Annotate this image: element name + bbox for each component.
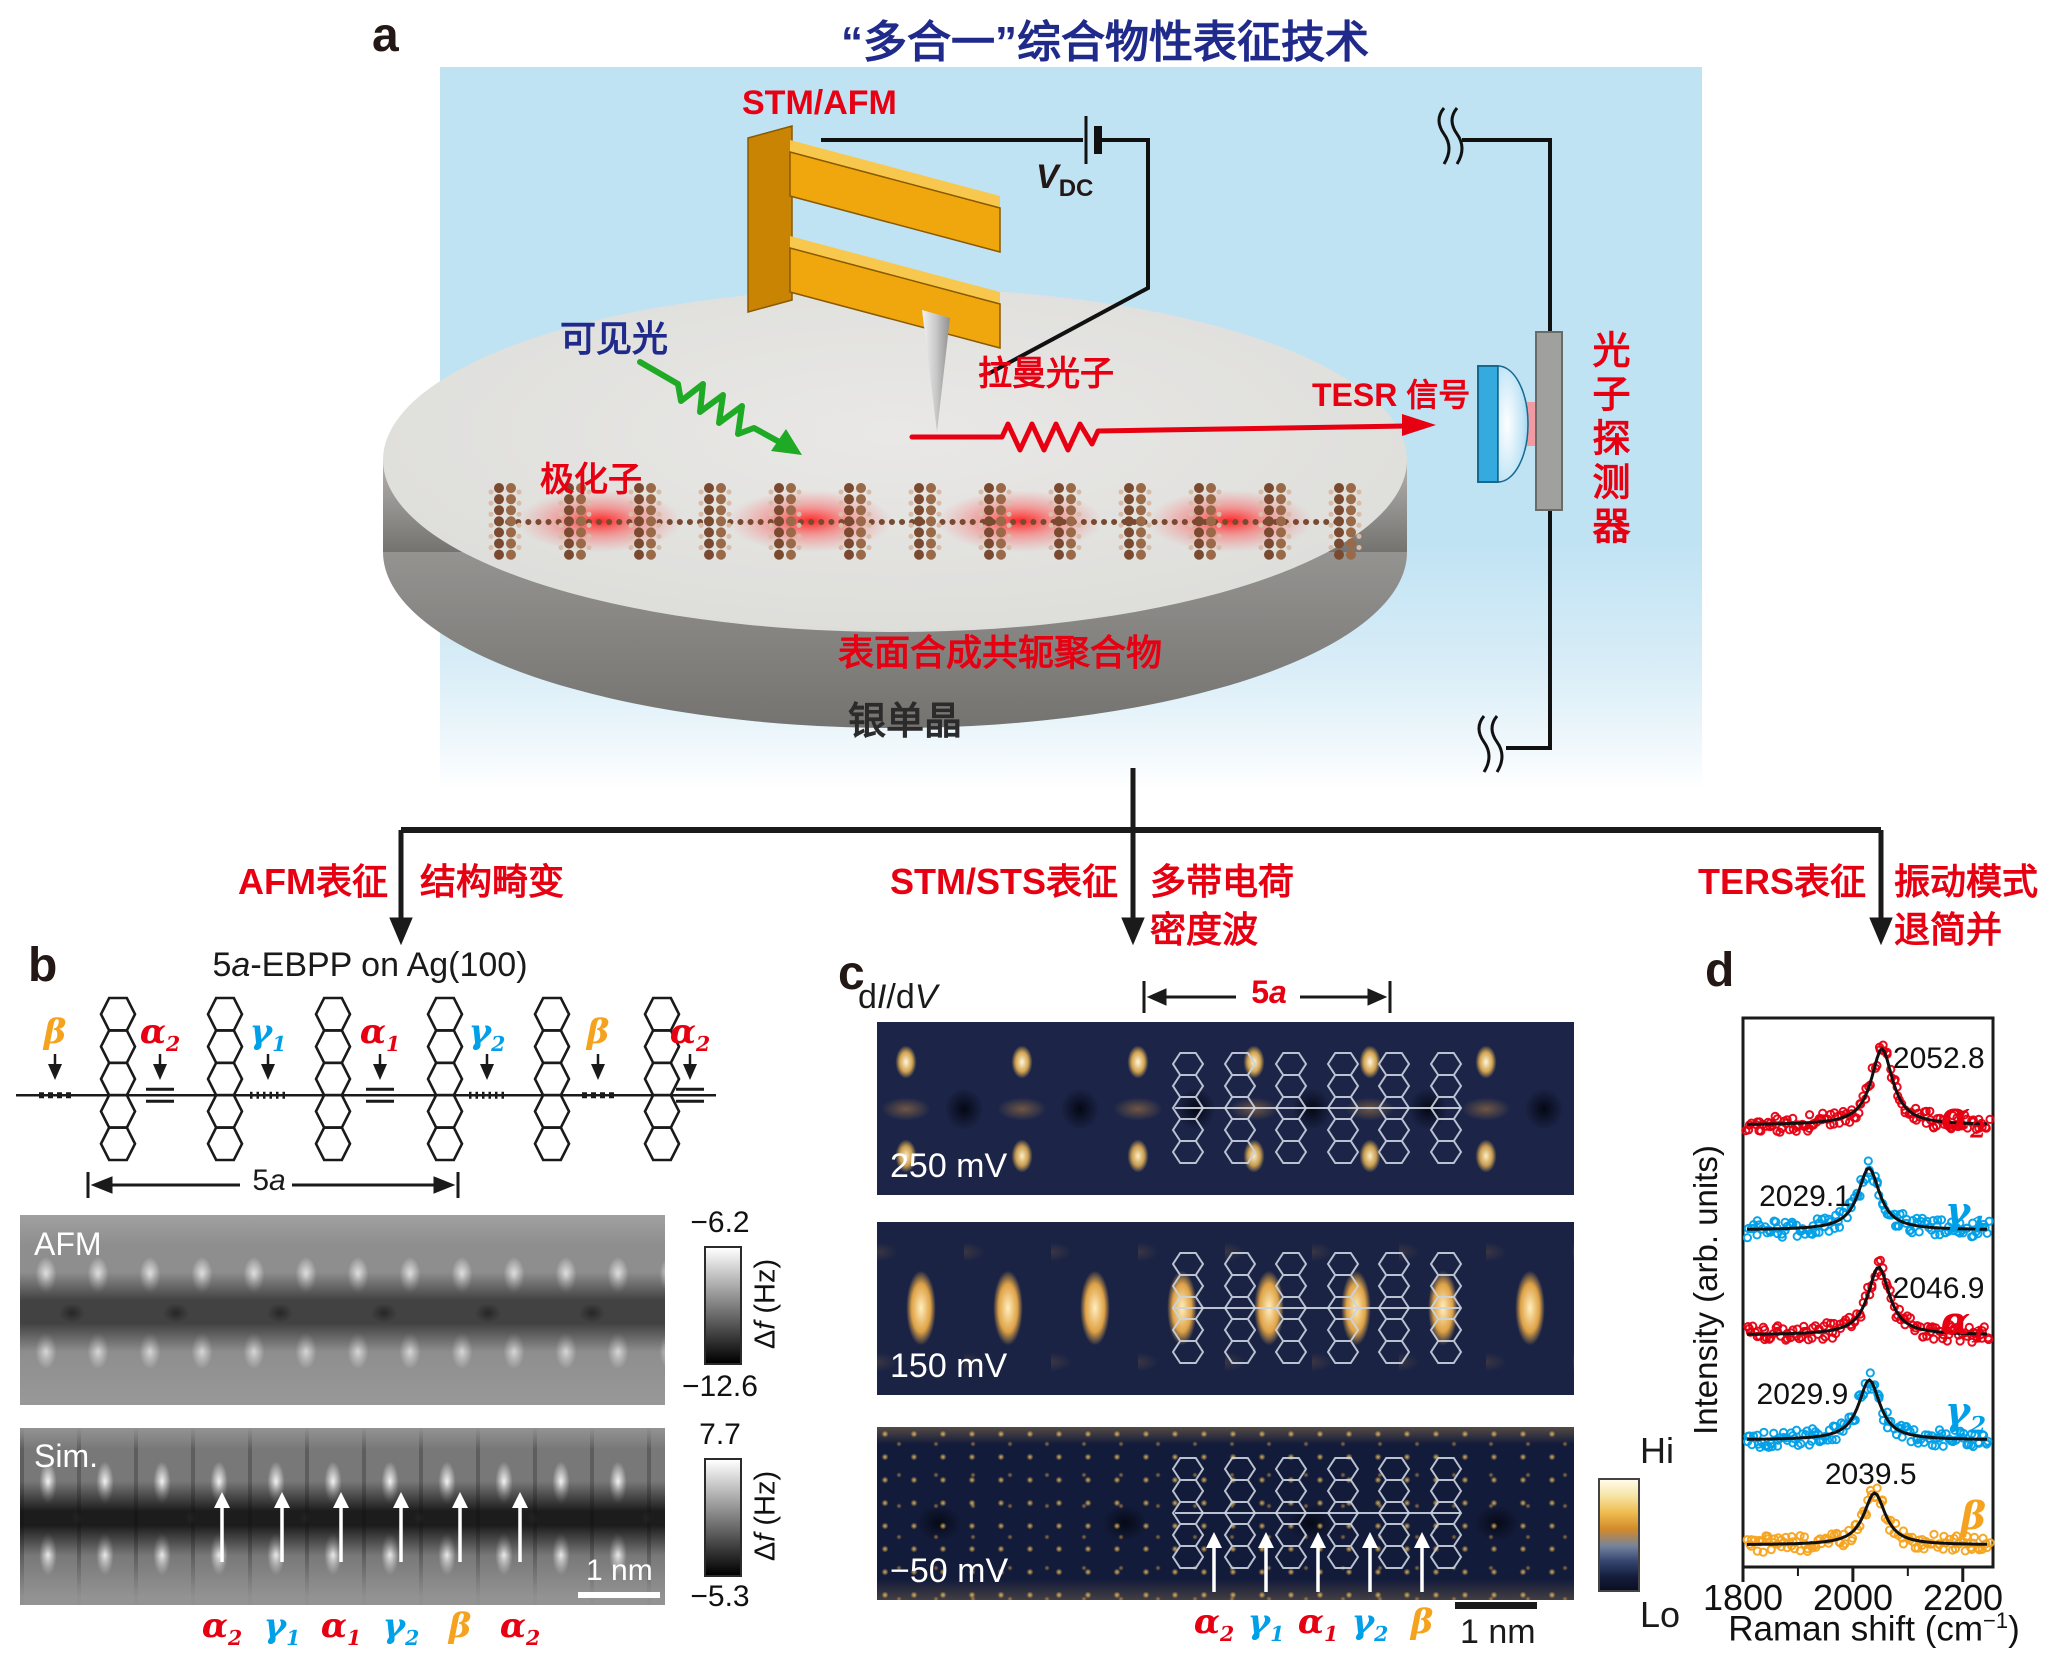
sim-label-γ2: γ2 (382, 1606, 420, 1650)
afm-colorbar-max: −6.2 (690, 1206, 750, 1239)
bond-label-α1: α1 (359, 1012, 401, 1056)
lorentzian-fit-gamma2 (1747, 1378, 1988, 1441)
afm-simulated-image (20, 1428, 665, 1605)
sim-colorbar (704, 1458, 742, 1577)
bond-label-α2: α2 (139, 1012, 181, 1056)
photon-detector-label: 光子探测器 (1586, 330, 1628, 550)
sim-label-β: β (448, 1606, 472, 1646)
branch-stm-result-1: 多带电荷 (1150, 861, 1295, 902)
bond-label-γ1: γ1 (249, 1012, 287, 1056)
bond-label-β: β (43, 1012, 67, 1052)
mode-label-gamma2: γ2 (1945, 1388, 1986, 1439)
figure-title: “多合一”综合物性表征技术 (841, 18, 1369, 67)
peak-value-beta: 2039.5 (1824, 1458, 1917, 1491)
didv-colorbar (1598, 1478, 1640, 1592)
acene-column (99, 996, 137, 1162)
branch-afm-method: AFM表征 (238, 861, 388, 902)
peak-value-gamma1: 2029.1 (1759, 1180, 1851, 1213)
lorentzian-fit-gamma1 (1747, 1166, 1988, 1231)
spectrum-beta (1742, 1483, 1995, 1557)
scalebar-label-c: 1 nm (1460, 1613, 1536, 1651)
branch-stm-method: STM/STS表征 (889, 861, 1118, 902)
panel-label-b: b (28, 939, 58, 992)
peak-value-alpha2: 2052.8 (1892, 1042, 1985, 1075)
map-label-β: β (1410, 1602, 1434, 1642)
branch-ters-result-1: 振动模式 (1894, 861, 2039, 902)
scalebar-c (1455, 1602, 1537, 1609)
sim-colorbar-min: −5.3 (690, 1580, 750, 1613)
panel-label-d: d (1705, 944, 1735, 997)
polaron-label: 极化子 (540, 461, 642, 499)
unit-cell-label-c: 5a (1251, 974, 1287, 1010)
vdc-subscript: DC (1058, 174, 1094, 202)
map-label-γ2: γ2 (1351, 1602, 1389, 1646)
acene-column (533, 996, 571, 1162)
afm-tag: AFM (34, 1226, 102, 1262)
peak-value-alpha1: 2046.9 (1892, 1272, 1985, 1305)
mode-label-alpha2: α2 (1940, 1093, 1986, 1144)
sim-label-α2: α2 (499, 1606, 541, 1650)
raman-photon-label: 拉曼光子 (978, 355, 1114, 393)
acene-column (206, 996, 244, 1162)
acene-column (314, 996, 352, 1162)
colorbar-lo-label: Lo (1640, 1594, 1681, 1635)
panel-b-title: 5a-EBPP on Ag(100) (212, 946, 528, 984)
sim-colorbar-max: 7.7 (699, 1418, 741, 1451)
scalebar-label-sim: 1 nm (586, 1554, 653, 1587)
x-axis-label: Raman shift (cm−1) (1728, 1608, 2020, 1649)
bond-label-γ2: γ2 (468, 1012, 506, 1056)
spectrum-gamma2 (1743, 1368, 1993, 1453)
sim-colorbar-unit: Δf (Hz) (749, 1470, 782, 1562)
branch-ters-result-2: 退简并 (1894, 909, 2003, 950)
vdc-symbol: V (1036, 158, 1059, 196)
branch-stm-result-2: 密度波 (1150, 909, 1259, 950)
raman-spectra-plot (1741, 1016, 1995, 1582)
map-label-α2: α2 (1193, 1602, 1235, 1646)
sim-label-α1: α1 (320, 1606, 362, 1650)
bond-label-β: β (586, 1012, 610, 1052)
afm-colorbar (704, 1246, 742, 1365)
mode-label-beta: β (1960, 1493, 1986, 1538)
acene-column (426, 996, 464, 1162)
branch-ters-method: TERS表征 (1697, 861, 1866, 902)
afm-colorbar-min: −12.6 (682, 1370, 758, 1403)
x-tick-2000: 2000 (1812, 1577, 1894, 1618)
colorbar-hi-label: Hi (1640, 1430, 1674, 1471)
x-tick-1800: 1800 (1702, 1577, 1784, 1618)
mode-label-gamma1: γ1 (1945, 1188, 1986, 1239)
lorentzian-fit-beta (1746, 1491, 1987, 1546)
map-label-γ1: γ1 (1247, 1602, 1285, 1646)
bias-label-150mv: 150 mV (890, 1347, 1008, 1385)
unit-cell-label-b: 5a (252, 1164, 286, 1197)
bond-label-α2: α2 (669, 1012, 711, 1056)
peak-value-gamma2: 2029.9 (1756, 1378, 1849, 1411)
branch-afm-result: 结构畸变 (420, 861, 565, 902)
bias-label-minus50mv: −50 mV (890, 1552, 1009, 1590)
vdc-label: VDC (1036, 158, 1093, 203)
stm-afm-label: STM/AFM (742, 84, 897, 122)
afm-experimental-image (20, 1215, 665, 1405)
mode-label-alpha1: α1 (1940, 1298, 1986, 1349)
spectrum-alpha1 (1743, 1255, 1994, 1347)
visible-light-label: 可见光 (560, 318, 669, 359)
sim-label-α2: α2 (201, 1606, 243, 1650)
panel-label-c: c (838, 947, 865, 1000)
spectrum-gamma1 (1742, 1156, 1994, 1243)
x-tick-2200: 2200 (1922, 1577, 2004, 1618)
silver-crystal-label: 银单晶 (848, 701, 963, 743)
sim-tag: Sim. (34, 1438, 98, 1474)
spectrum-alpha2 (1741, 1040, 1995, 1137)
tesr-signal-label: TESR 信号 (1312, 377, 1471, 413)
polymer-label: 表面合成共轭聚合物 (837, 632, 1162, 673)
lorentzian-fit-alpha2 (1747, 1046, 1988, 1126)
bias-label-250mv: 250 mV (890, 1147, 1008, 1185)
lorentzian-fit-alpha1 (1747, 1265, 1987, 1336)
didv-label: dI/dV (858, 978, 938, 1016)
sim-label-γ1: γ1 (263, 1606, 301, 1650)
panel-label-a: a (372, 9, 399, 62)
map-label-α1: α1 (1297, 1602, 1339, 1646)
afm-colorbar-unit: Δf (Hz) (749, 1258, 782, 1350)
